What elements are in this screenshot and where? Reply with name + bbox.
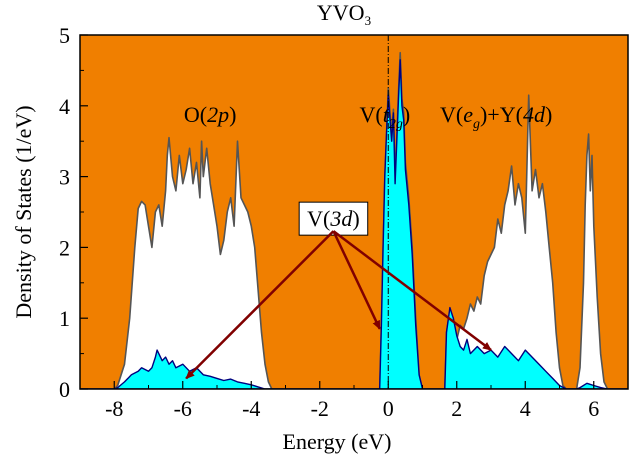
y-tick-label: 1 (59, 306, 70, 331)
chart-title: YVO3 (317, 0, 371, 28)
y-tick-label: 5 (59, 23, 70, 48)
annotation-label: O(2p) (184, 102, 237, 127)
chart-title-subscript: 3 (365, 13, 372, 28)
y-tick-label: 2 (59, 235, 70, 260)
annotation-text: V(t2g) (359, 102, 410, 132)
annotation-label: V(3d) (298, 201, 369, 236)
annotation-arrow (332, 230, 492, 352)
annotation-arrow (185, 230, 335, 380)
chart-title-main: YVO (317, 0, 365, 25)
series-v3d-dos (80, 59, 628, 389)
y-tick-label: 4 (59, 94, 70, 119)
x-tick-label: 2 (451, 396, 462, 421)
y-tick-label: 3 (59, 165, 70, 190)
x-tick-label: -4 (242, 396, 260, 421)
annotation-text: O(2p) (184, 102, 237, 127)
x-tick-label: 6 (588, 396, 599, 421)
annotation-text: V(eg)+Y(4d) (440, 102, 552, 132)
x-tick-label: -8 (105, 396, 123, 421)
annotation-text: V(3d) (307, 206, 360, 231)
annotation-arrow (332, 230, 381, 330)
annotation-label: V(eg)+Y(4d) (440, 102, 552, 132)
y-axis-label: Density of States (1/eV) (11, 105, 36, 318)
x-tick-label: -6 (174, 396, 192, 421)
x-tick-label: 0 (383, 396, 394, 421)
y-tick-label: 0 (59, 377, 70, 402)
annotation-label: V(t2g) (359, 102, 410, 132)
x-tick-label: -2 (311, 396, 329, 421)
annotation-box (298, 201, 369, 236)
x-axis-label: Energy (eV) (283, 429, 392, 454)
x-tick-label: 4 (520, 396, 531, 421)
series-total-dos (80, 51, 628, 389)
